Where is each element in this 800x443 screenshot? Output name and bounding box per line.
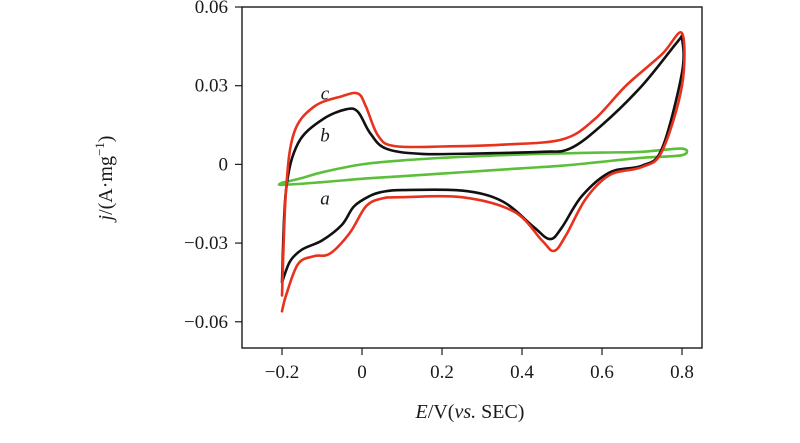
y-tick-labels: 0.06 0.03 0 −0.03 −0.06 (184, 0, 228, 333)
y-axis-title-exponent: −1 (92, 142, 107, 156)
series-line-c (280, 30, 686, 313)
y-axis-title-symbol: j (95, 214, 117, 223)
x-axis-title-unit: /V( (428, 401, 455, 423)
x-axis-title: E/V(vs. SEC) (415, 401, 525, 423)
y-axis-title: j/(A·mg−1) (92, 136, 117, 224)
y-tick-label-3: −0.03 (184, 233, 228, 254)
x-tick-label-1: 0 (357, 362, 367, 383)
curve-label-a: a (320, 188, 330, 209)
x-tick-label-5: 0.8 (670, 362, 694, 383)
x-axis-title-ref: SEC) (476, 401, 524, 423)
y-axis-title-unit: /(A·mg (95, 156, 117, 215)
y-tick-label-1: 0.03 (195, 76, 228, 97)
x-tick-label-4: 0.6 (590, 362, 614, 383)
curve-labels: a bc (320, 84, 330, 210)
curve-label-b: b (320, 126, 330, 147)
axis-ticks (235, 6, 683, 355)
series-layer (277, 30, 689, 313)
y-tick-label-0: 0.06 (195, 0, 228, 18)
x-tick-label-2: 0.2 (430, 362, 454, 383)
x-axis-title-vs: vs. (454, 401, 476, 423)
x-axis-title-symbol: E (415, 401, 428, 423)
x-tick-label-0: −0.2 (265, 362, 299, 383)
y-axis-title-close: ) (95, 136, 117, 143)
plot-frame (241, 6, 703, 349)
series-line-b (280, 33, 685, 284)
x-tick-labels: −0.2 0 0.2 0.4 0.6 0.8 (265, 362, 694, 383)
x-tick-label-3: 0.4 (510, 362, 534, 383)
curve-label-c: c (321, 84, 330, 105)
y-tick-label-2: 0 (219, 154, 229, 175)
y-tick-label-4: −0.06 (184, 312, 228, 333)
series-line-a (277, 147, 689, 187)
